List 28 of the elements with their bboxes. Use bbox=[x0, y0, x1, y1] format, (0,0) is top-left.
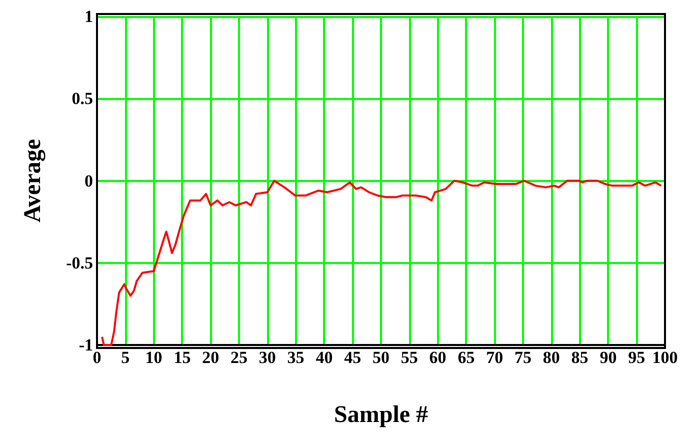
x-axis-title: Sample # bbox=[334, 402, 428, 428]
x-tick-label: 95 bbox=[628, 348, 646, 367]
x-tick-label: 40 bbox=[316, 348, 333, 367]
y-axis-title: Average bbox=[20, 138, 46, 223]
x-tick-label: 15 bbox=[174, 348, 191, 367]
line-series bbox=[101, 180, 662, 346]
y-tick-label: 0 bbox=[84, 171, 93, 190]
y-tick-label: -0.5 bbox=[66, 253, 93, 272]
x-tick-label: 80 bbox=[542, 348, 560, 367]
y-tick-label: -1 bbox=[78, 336, 93, 354]
x-tick-label: 25 bbox=[230, 348, 248, 367]
x-tick-label: 20 bbox=[202, 348, 220, 367]
x-tick-label: 10 bbox=[145, 348, 162, 367]
x-tick-label: 70 bbox=[486, 348, 504, 367]
x-tick-label: 65 bbox=[458, 348, 475, 367]
x-tick-label: 35 bbox=[287, 348, 304, 367]
x-tick-label: 5 bbox=[121, 348, 130, 367]
y-tick-label: 1 bbox=[84, 7, 93, 26]
x-tick-label: 55 bbox=[400, 348, 418, 367]
x-tick-label: 60 bbox=[429, 348, 446, 367]
x-tick-label: 30 bbox=[258, 348, 276, 367]
y-tick-label: 0.5 bbox=[72, 89, 93, 108]
x-tick-label: 75 bbox=[514, 348, 532, 367]
x-tick-label: 100 bbox=[652, 348, 678, 367]
x-tick-label: 85 bbox=[571, 348, 588, 367]
x-tick-label: 45 bbox=[344, 348, 362, 367]
x-tick-label: 90 bbox=[600, 348, 617, 367]
x-tick-label: 50 bbox=[372, 348, 390, 367]
